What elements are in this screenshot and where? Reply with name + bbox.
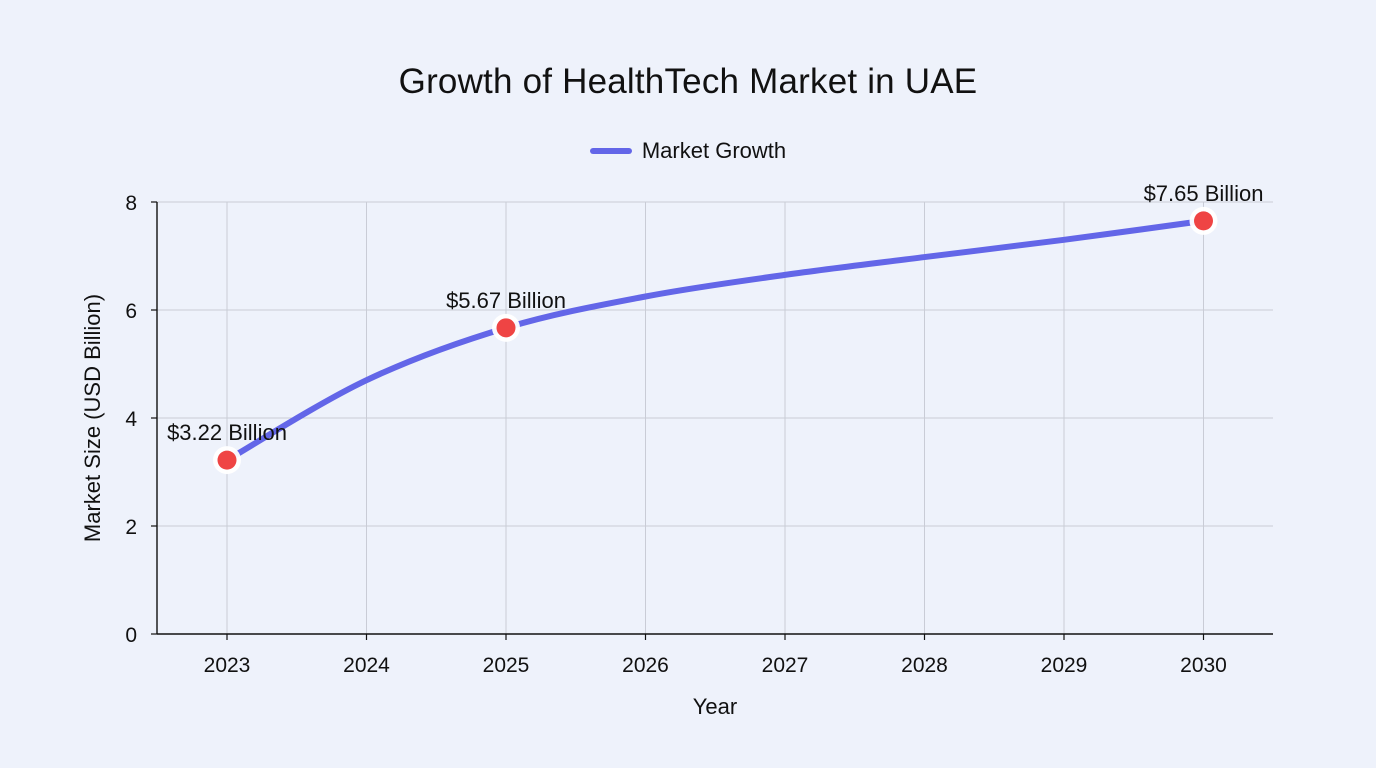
legend-label: Market Growth — [641, 138, 787, 163]
marker-2025 — [496, 318, 516, 338]
y-tick-label-0: 0 — [125, 624, 137, 647]
data-labels: $3.22 Billion $5.67 Billion $7.65 Billion — [167, 181, 1263, 445]
x-tick-label-2029: 2029 — [1041, 654, 1088, 677]
y-tick-label-8: 8 — [125, 192, 137, 215]
y-tick-label-2: 2 — [125, 516, 137, 539]
y-tick-label-4: 4 — [125, 408, 137, 431]
x-tick-label-2023: 2023 — [204, 654, 251, 677]
data-label-2023: $3.22 Billion — [167, 420, 287, 445]
grid-lines — [157, 201, 1273, 634]
series-line-market-growth — [224, 217, 1207, 464]
x-axis-title: Year — [693, 694, 737, 719]
tick-labels: 0 2 4 6 8 2023 2024 2025 2026 2027 2028 2029 2030 — [125, 192, 1227, 677]
y-tick-label-6: 6 — [125, 300, 137, 323]
chart-title: Growth of HealthTech Market in UAE — [398, 62, 978, 101]
x-tick-label-2024: 2024 — [343, 654, 390, 677]
data-markers — [213, 206, 1218, 475]
marker-2030 — [1194, 211, 1213, 231]
x-tick-label-2026: 2026 — [622, 654, 669, 677]
data-label-2025: $5.67 Billion — [446, 288, 566, 313]
data-label-2030: $7.65 Billion — [1144, 181, 1264, 206]
legend: Market Growth — [0, 138, 1376, 164]
x-tick-label-2030: 2030 — [1180, 654, 1227, 677]
legend-swatch — [589, 148, 632, 154]
x-tick-label-2027: 2027 — [762, 654, 809, 677]
x-tick-label-2025: 2025 — [483, 654, 530, 677]
marker-2023 — [217, 450, 237, 470]
y-axis-title: Market Size (USD Billion) — [80, 294, 105, 542]
axes — [151, 201, 1273, 640]
x-tick-label-2028: 2028 — [901, 654, 948, 677]
